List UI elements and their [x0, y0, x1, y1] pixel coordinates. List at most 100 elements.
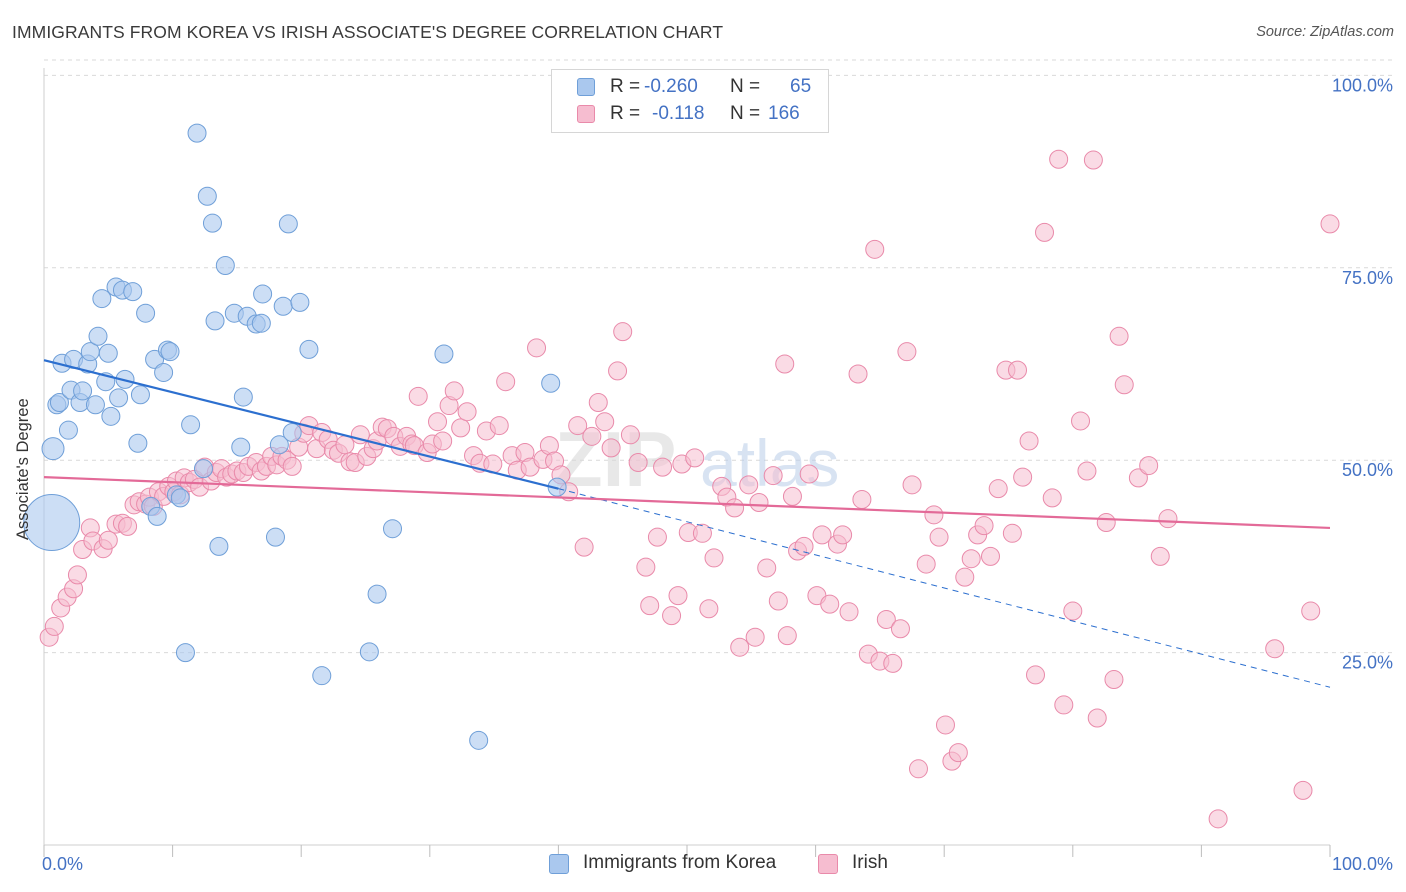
irish-point	[799, 464, 819, 484]
irish-point	[1035, 222, 1055, 242]
irish-point	[582, 426, 602, 446]
korea-point	[154, 362, 174, 382]
legend-swatch-irish	[577, 105, 595, 123]
irish-point	[1109, 326, 1129, 346]
korea-point	[253, 284, 273, 304]
irish-point	[408, 386, 428, 406]
korea-point	[469, 730, 489, 750]
irish-point	[974, 516, 994, 536]
irish-point	[98, 530, 118, 550]
korea-point	[123, 282, 143, 302]
legend-r-label: R =	[610, 76, 641, 97]
korea-trend-line	[43, 359, 559, 490]
irish-point	[897, 342, 917, 362]
korea-point	[147, 506, 167, 526]
irish-point	[1063, 601, 1083, 621]
irish-point	[1071, 411, 1091, 431]
irish-point	[1077, 461, 1097, 481]
irish-point	[757, 558, 777, 578]
korea-point	[312, 666, 332, 686]
irish-point	[1208, 809, 1228, 829]
irish-point	[739, 475, 759, 495]
irish-point	[1049, 149, 1069, 169]
bottom-legend-swatch-korea	[549, 854, 569, 874]
korea-point	[197, 186, 217, 206]
axes	[43, 68, 1331, 857]
irish-point	[812, 525, 832, 545]
korea-point	[193, 459, 213, 479]
legend-n-value-irish: 166	[768, 103, 800, 124]
irish-point	[685, 448, 705, 468]
chart-title: IMMIGRANTS FROM KOREA VS IRISH ASSOCIATE…	[12, 22, 724, 42]
korea-point	[58, 420, 78, 440]
irish-point	[955, 567, 975, 587]
irish-point	[1114, 375, 1134, 395]
korea-point	[101, 406, 121, 426]
irish-point	[902, 475, 922, 495]
irish-point	[1054, 695, 1074, 715]
irish-point	[595, 412, 615, 432]
irish-point	[777, 626, 797, 646]
legend: R = -0.260 N = 65 R = -0.118 N = 166	[551, 69, 829, 133]
irish-point	[640, 596, 660, 616]
korea-point	[215, 255, 235, 275]
irish-point	[67, 565, 87, 585]
irish-point	[1301, 601, 1321, 621]
irish-point	[775, 354, 795, 374]
korea-point	[541, 373, 561, 393]
bottom-legend-label-irish: Irish	[852, 852, 888, 873]
irish-point	[916, 554, 936, 574]
irish-point	[865, 239, 885, 259]
irish-point	[489, 416, 509, 436]
korea-point	[98, 343, 118, 363]
irish-point	[1150, 546, 1170, 566]
irish-point	[451, 418, 471, 438]
irish-point	[768, 591, 788, 611]
irish-point	[44, 616, 64, 636]
korea-point	[73, 381, 93, 401]
korea-point	[290, 292, 310, 312]
irish-point	[527, 338, 547, 358]
irish-point	[929, 527, 949, 547]
y-tick-label: 75.0%	[1342, 268, 1393, 288]
korea-point	[269, 435, 289, 455]
irish-point	[628, 453, 648, 473]
irish-point	[1087, 708, 1107, 728]
bottom-legend-label-korea: Immigrants from Korea	[583, 852, 777, 873]
irish-point	[1293, 780, 1313, 800]
irish-point	[608, 361, 628, 381]
irish-point	[848, 364, 868, 384]
legend-row-irish: R = -0.118 N = 166	[552, 102, 828, 126]
irish-point	[613, 322, 633, 342]
irish-point	[852, 489, 872, 509]
korea-point	[273, 296, 293, 316]
korea-point	[23, 494, 81, 552]
irish-point	[794, 536, 814, 556]
x-tick-label: 0.0%	[42, 854, 83, 874]
irish-point	[118, 516, 138, 536]
irish-point	[980, 546, 1000, 566]
korea-point	[299, 339, 319, 359]
irish-point	[908, 759, 928, 779]
korea-point	[383, 519, 403, 539]
irish-point	[833, 525, 853, 545]
irish-point	[820, 594, 840, 614]
irish-point	[890, 619, 910, 639]
irish-point	[1320, 214, 1340, 234]
legend-row-korea: R = -0.260 N = 65	[552, 75, 828, 99]
korea-point	[278, 214, 298, 234]
irish-point	[948, 743, 968, 763]
korea-point	[92, 289, 112, 309]
irish-point	[1265, 639, 1285, 659]
irish-point	[574, 537, 594, 557]
irish-point	[1096, 513, 1116, 533]
y-tick-label: 25.0%	[1342, 653, 1393, 673]
korea-point	[282, 422, 302, 442]
irish-point	[601, 438, 621, 458]
irish-point	[588, 392, 608, 412]
korea-point	[49, 392, 69, 412]
irish-point	[782, 486, 802, 506]
irish-point	[647, 527, 667, 547]
irish-point	[763, 466, 783, 486]
